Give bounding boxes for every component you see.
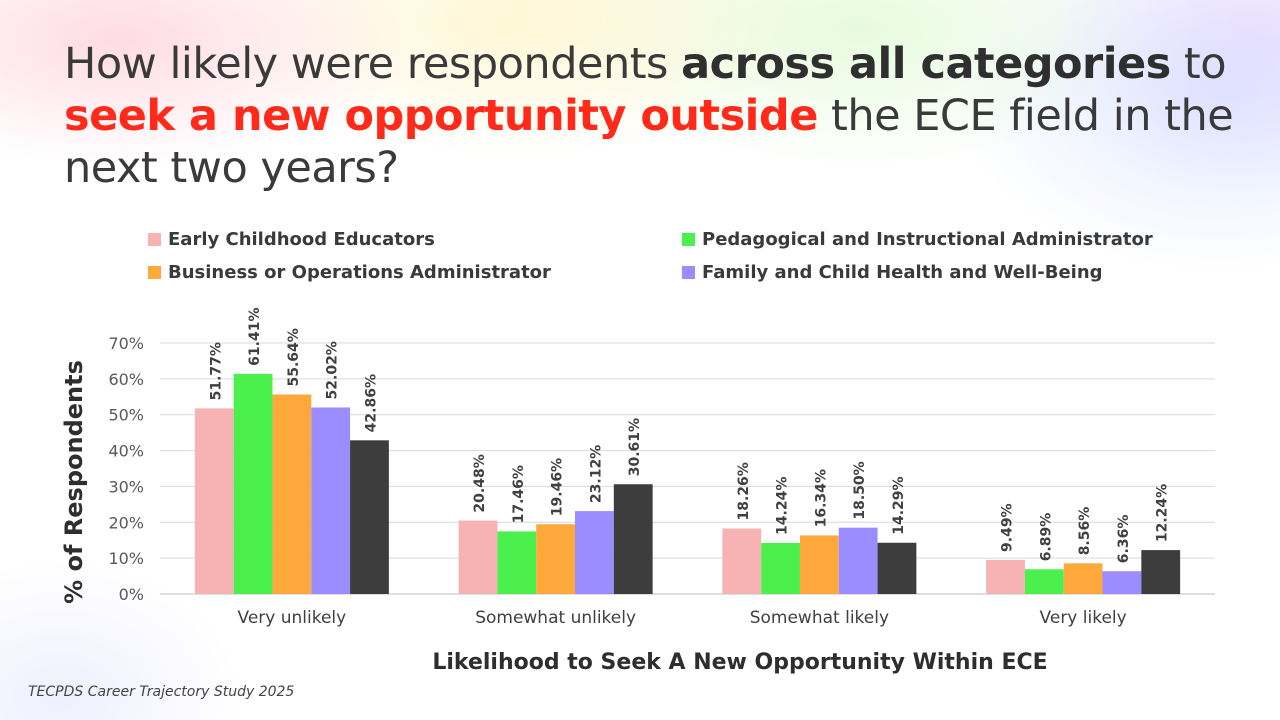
y-tick-label: 20% <box>108 513 144 532</box>
title-part-1: How likely were respondents <box>64 39 682 89</box>
x-tick-label: Somewhat likely <box>750 608 889 628</box>
legend-item-business-administrator: Business or Operations Administrator <box>148 259 551 285</box>
bar <box>838 527 878 594</box>
legend-label: Family and Child Health and Well-Being <box>702 261 1103 283</box>
bar <box>1024 569 1064 594</box>
data-label: 6.89% <box>1038 513 1054 562</box>
bar <box>272 394 312 594</box>
data-label: 17.46% <box>511 465 527 523</box>
bar <box>799 535 839 594</box>
y-tick-label: 10% <box>108 549 144 568</box>
data-label: 8.56% <box>1077 507 1093 556</box>
y-axis-title: % of Respondents <box>60 360 88 604</box>
data-label: 19.46% <box>550 458 566 516</box>
data-label: 51.77% <box>208 342 224 400</box>
data-label: 23.12% <box>588 445 604 503</box>
y-tick-label: 70% <box>108 334 144 353</box>
x-tick-label: Very unlikely <box>238 608 347 628</box>
legend-item-early-childhood-educators: Early Childhood Educators <box>148 226 435 252</box>
bar <box>722 528 762 594</box>
data-label: 16.34% <box>813 469 829 527</box>
bar <box>986 559 1025 594</box>
title-bold-phrase: across all categories <box>681 39 1171 89</box>
y-tick-label: 60% <box>108 370 144 389</box>
bar <box>761 542 800 594</box>
data-label: 18.50% <box>852 461 868 519</box>
slide-title: How likely were respondents across all c… <box>64 38 1234 194</box>
data-label: 30.61% <box>627 418 643 476</box>
bar <box>1063 563 1103 594</box>
source-note: TECPDS Career Trajectory Study 2025 <box>28 684 295 700</box>
x-axis-title-wrap: Likelihood to Seek A New Opportunity Wit… <box>0 650 1280 675</box>
data-label: 6.36% <box>1116 515 1132 564</box>
y-tick-label: 50% <box>108 406 144 425</box>
bar <box>194 408 234 594</box>
legend-swatch <box>148 265 161 279</box>
x-tick-label: Very likely <box>1040 608 1127 628</box>
data-label: 55.64% <box>286 328 302 386</box>
data-label: 52.02% <box>325 341 341 399</box>
bar <box>575 511 614 594</box>
data-label: 14.24% <box>775 477 791 535</box>
title-part-3: the ECE field in the next two years? <box>64 91 1234 193</box>
x-tick-label: Somewhat unlikely <box>475 608 636 628</box>
bar <box>877 542 917 594</box>
data-label: 9.49% <box>1000 503 1016 552</box>
legend-swatch <box>682 265 695 279</box>
y-tick-label: 40% <box>108 442 144 461</box>
y-tick-label: 0% <box>119 585 144 604</box>
legend-swatch <box>148 232 161 246</box>
bar <box>497 531 537 594</box>
legend-item-family-child-health: Family and Child Health and Well-Being <box>682 259 1103 285</box>
y-tick-label: 30% <box>108 477 144 496</box>
bar <box>536 524 576 594</box>
bar <box>233 373 273 594</box>
legend-label: Business or Operations Administrator <box>168 261 551 283</box>
bar <box>1141 550 1181 594</box>
title-highlight-phrase: seek a new opportunity outside <box>64 91 818 141</box>
bar <box>1102 571 1142 594</box>
legend-item-pedagogical-administrator: Pedagogical and Instructional Administra… <box>682 226 1153 252</box>
legend-swatch <box>682 232 695 246</box>
title-part-2: to <box>1170 39 1227 89</box>
data-label: 20.48% <box>472 454 488 512</box>
bar <box>350 440 389 594</box>
x-axis-title: Likelihood to Seek A New Opportunity Wit… <box>432 650 1048 675</box>
data-label: 42.86% <box>363 374 379 432</box>
data-label: 61.41% <box>247 307 263 365</box>
legend-label: Early Childhood Educators <box>168 228 435 250</box>
data-label: 18.26% <box>736 462 752 520</box>
bar <box>613 484 653 594</box>
data-label: 14.29% <box>891 476 907 534</box>
bar <box>311 407 351 594</box>
legend-label: Pedagogical and Instructional Administra… <box>702 228 1153 250</box>
bar <box>458 520 498 594</box>
data-label: 12.24% <box>1155 484 1171 542</box>
chart-legend: Early Childhood Educators Pedagogical an… <box>148 226 1248 296</box>
